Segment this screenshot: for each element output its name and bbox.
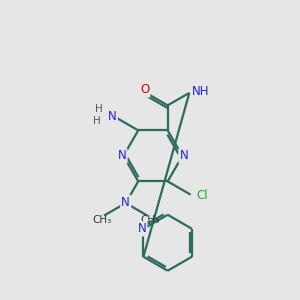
Text: H: H	[95, 104, 103, 114]
Text: H: H	[93, 116, 101, 126]
Text: N: N	[138, 222, 146, 235]
Text: NH: NH	[192, 85, 209, 98]
Text: N: N	[108, 110, 117, 123]
Text: N: N	[106, 110, 115, 123]
Text: N: N	[179, 149, 188, 162]
Text: CH₃: CH₃	[92, 215, 111, 225]
Text: O: O	[140, 83, 149, 96]
Text: N: N	[121, 196, 130, 209]
Text: Cl: Cl	[196, 189, 208, 202]
Text: N: N	[118, 149, 126, 162]
Text: CH₃: CH₃	[140, 215, 159, 225]
